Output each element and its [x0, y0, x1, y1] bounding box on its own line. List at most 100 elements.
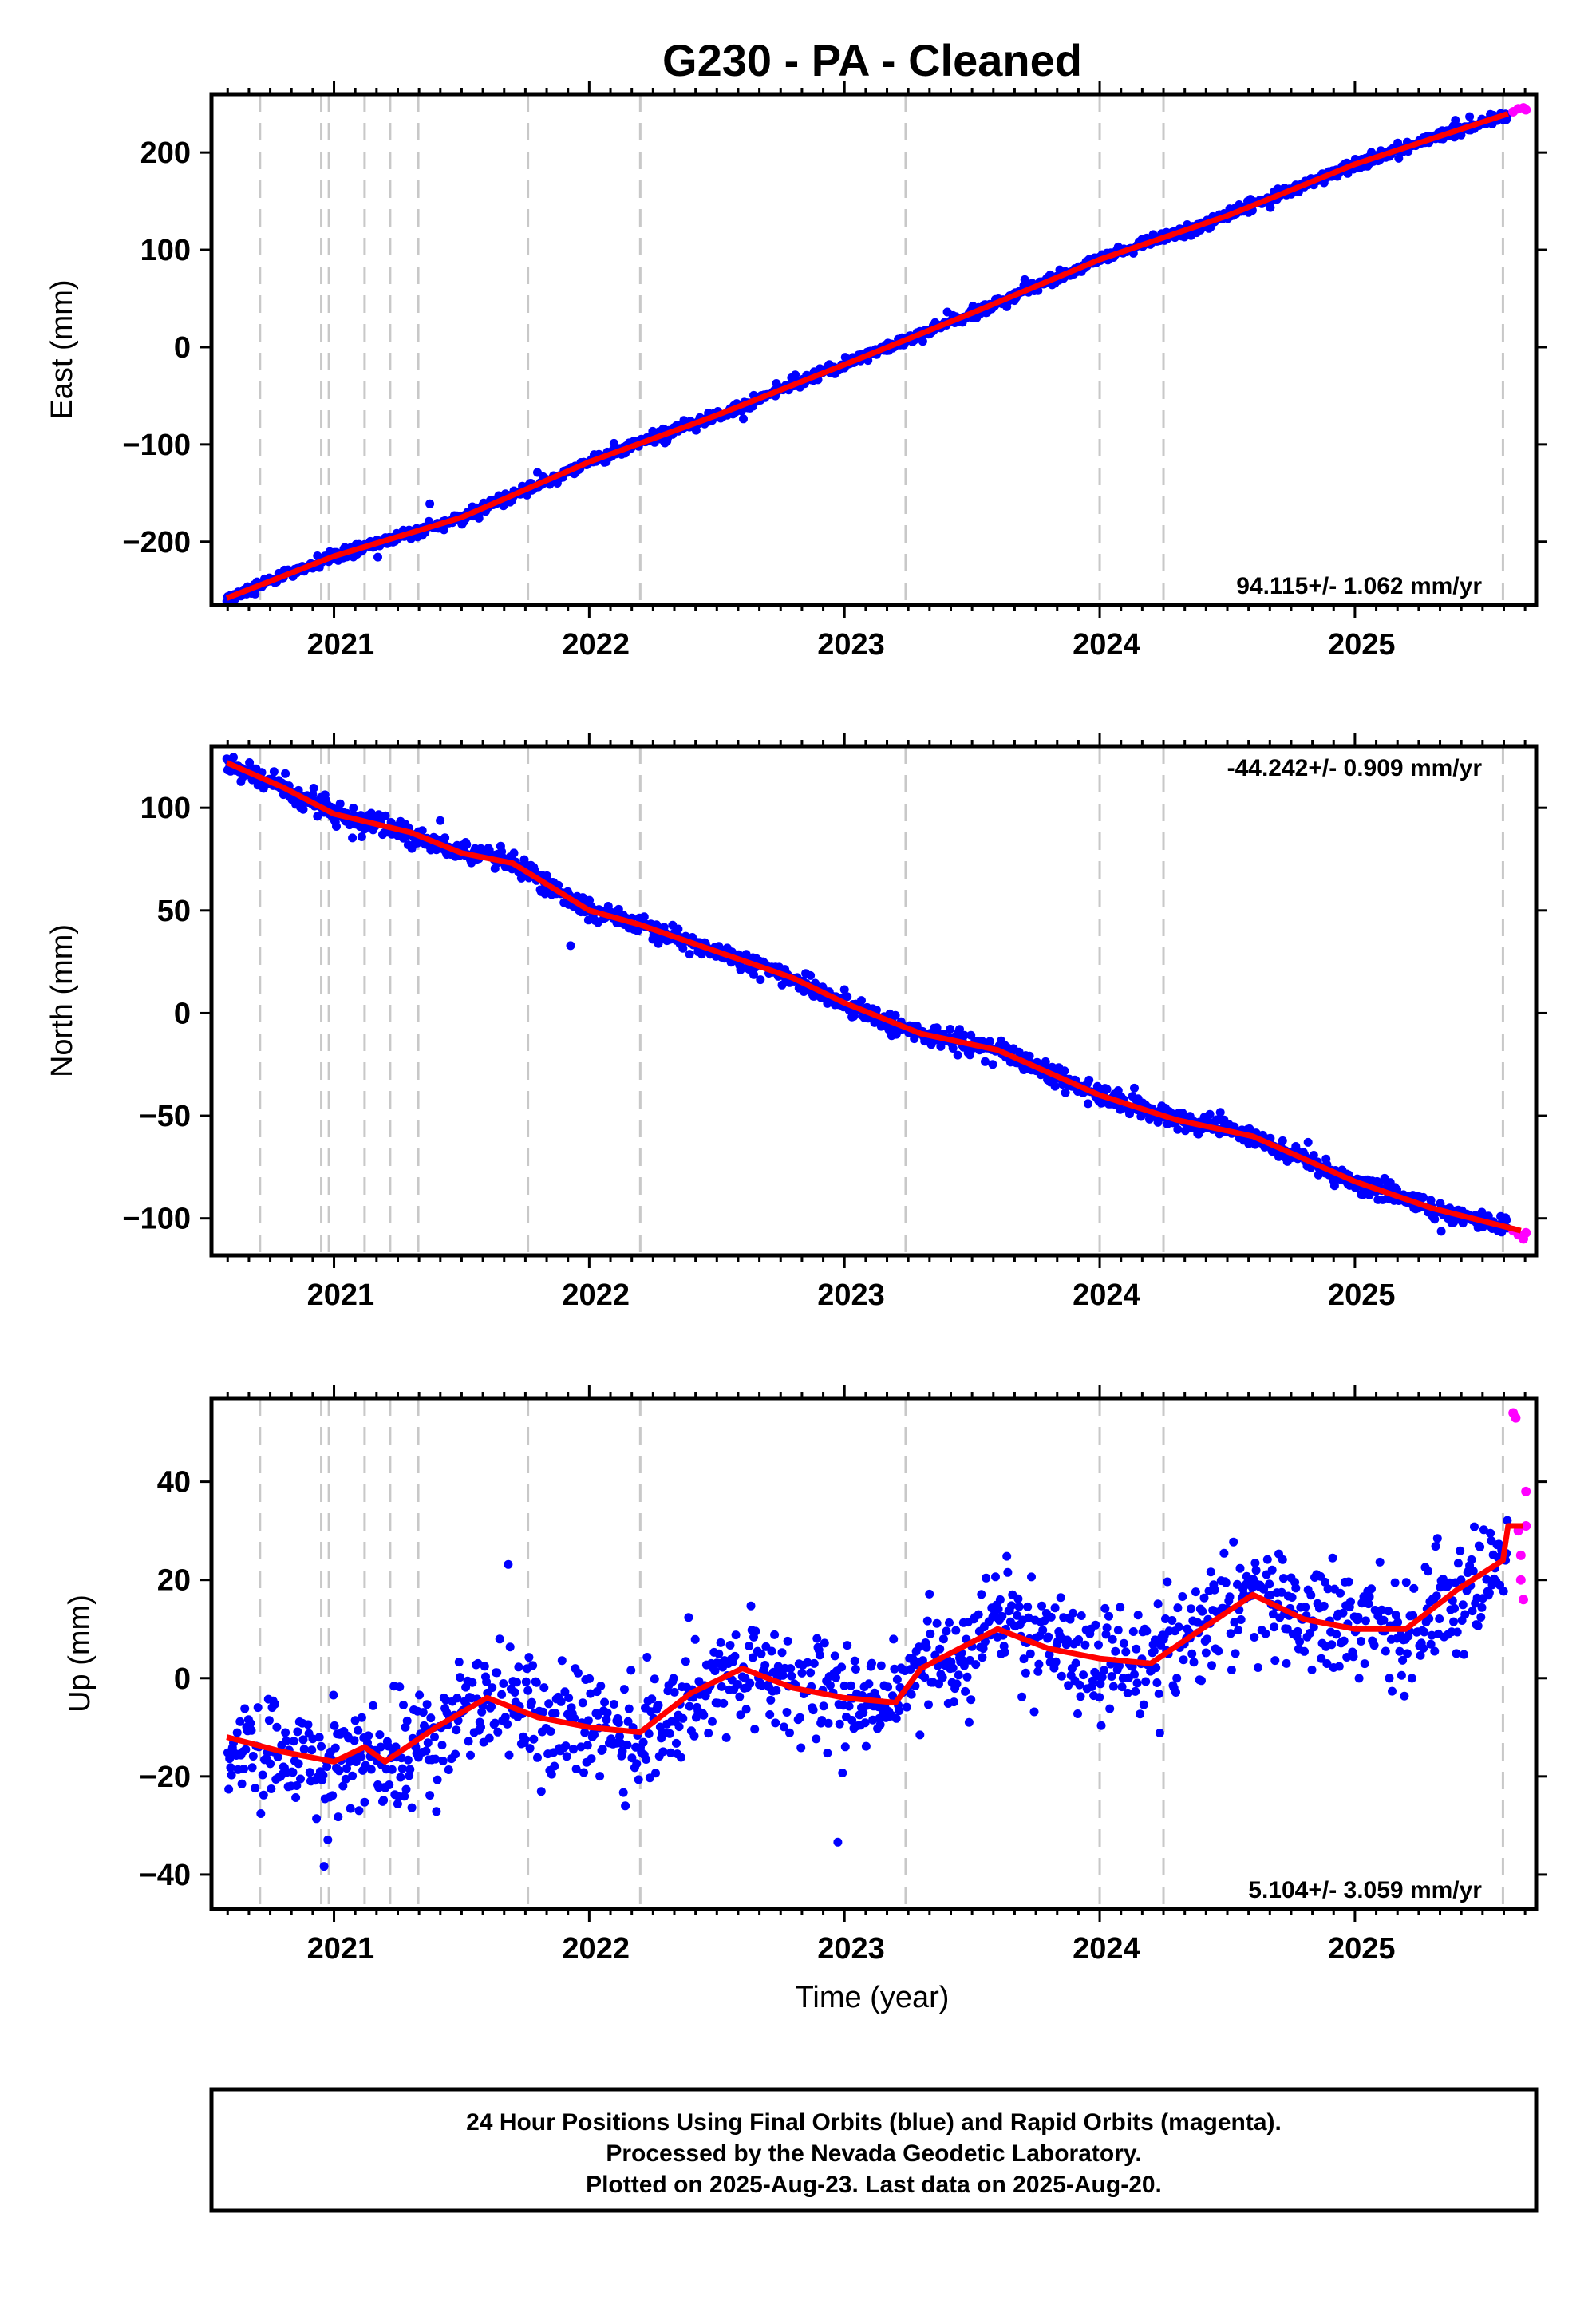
up-point: [670, 1687, 679, 1697]
up-point: [978, 1653, 987, 1662]
up-point: [978, 1644, 988, 1654]
up-point: [1282, 1658, 1291, 1668]
up-point: [258, 1770, 267, 1780]
east-point: [1451, 116, 1460, 125]
up-point: [1287, 1593, 1297, 1602]
up-point: [1163, 1577, 1172, 1587]
up-point: [684, 1613, 693, 1622]
north-point: [1050, 1081, 1060, 1091]
up-point: [959, 1661, 969, 1670]
up-point: [1199, 1593, 1209, 1603]
up-point: [875, 1720, 885, 1729]
north-point: [1365, 1190, 1374, 1199]
up-point: [1477, 1603, 1487, 1612]
up-point: [1189, 1658, 1199, 1667]
north-point: [308, 790, 318, 800]
up-y-tick-label: 0: [174, 1662, 191, 1696]
north-point: [678, 943, 688, 953]
up-point: [1096, 1679, 1105, 1689]
up-point: [492, 1668, 502, 1678]
up-point: [1191, 1587, 1200, 1597]
up-point: [1398, 1655, 1408, 1665]
north-point: [849, 1011, 859, 1021]
east-x-tick-label: 2024: [1073, 628, 1140, 662]
up-point: [354, 1806, 364, 1816]
up-point: [782, 1708, 792, 1717]
up-point: [426, 1713, 436, 1723]
up-point: [1328, 1553, 1337, 1563]
up-point: [317, 1741, 326, 1751]
north-point: [269, 767, 279, 777]
north-point: [1102, 1085, 1112, 1094]
up-point: [844, 1701, 854, 1711]
north-point: [349, 804, 358, 812]
up-point: [1136, 1709, 1145, 1719]
up-point: [1172, 1674, 1182, 1683]
up-point: [433, 1775, 442, 1784]
up-point: [714, 1649, 724, 1658]
up-point: [619, 1685, 629, 1694]
up-point: [557, 1656, 567, 1666]
north-point: [891, 1010, 900, 1020]
up-point: [1395, 1646, 1404, 1656]
up-point: [616, 1738, 626, 1748]
up-point: [771, 1718, 780, 1728]
up-point: [1431, 1542, 1440, 1551]
up-point: [1003, 1567, 1013, 1577]
up-point: [487, 1701, 496, 1711]
up-point: [504, 1750, 514, 1760]
up-point: [1403, 1649, 1412, 1658]
up-point: [658, 1747, 668, 1757]
up-point: [473, 1658, 483, 1668]
up-point: [480, 1662, 489, 1671]
north-point: [839, 985, 849, 994]
up-point: [403, 1755, 413, 1765]
up-point: [618, 1788, 628, 1797]
up-point: [672, 1738, 681, 1748]
up-point: [529, 1734, 539, 1744]
up-point: [615, 1732, 624, 1741]
up-point: [546, 1727, 555, 1736]
up-point: [1021, 1668, 1030, 1678]
up-point: [839, 1681, 849, 1690]
up-point: [766, 1695, 776, 1705]
up-point: [556, 1697, 566, 1706]
up-point: [676, 1753, 685, 1762]
up-point: [1203, 1634, 1212, 1644]
up-point: [638, 1737, 648, 1747]
up-point: [291, 1793, 301, 1802]
up-point: [564, 1694, 574, 1702]
up-point: [1460, 1610, 1470, 1619]
north-point: [806, 970, 816, 980]
up-point: [1155, 1729, 1164, 1737]
up-point: [595, 1772, 605, 1781]
north-point: [1303, 1137, 1313, 1147]
east-x-tick-label: 2021: [307, 628, 375, 662]
up-point: [1073, 1709, 1082, 1718]
up-point: [1270, 1656, 1280, 1666]
up-point: [867, 1658, 876, 1668]
up-point: [1499, 1587, 1508, 1596]
up-point: [1419, 1643, 1428, 1653]
up-point: [971, 1660, 981, 1670]
up-point: [431, 1754, 440, 1764]
east-point: [439, 525, 448, 535]
up-point: [1346, 1597, 1355, 1607]
up-point: [456, 1673, 464, 1682]
up-point: [342, 1764, 351, 1773]
up-point: [328, 1791, 338, 1800]
up-point: [1424, 1567, 1432, 1576]
up-point: [998, 1611, 1007, 1621]
up-point: [299, 1745, 309, 1754]
up-point: [1131, 1686, 1140, 1696]
up-point: [1365, 1592, 1374, 1602]
up-point: [1210, 1585, 1219, 1595]
up-point: [1291, 1583, 1301, 1593]
up-point: [1467, 1555, 1476, 1564]
up-point: [1229, 1537, 1238, 1547]
up-point: [915, 1642, 924, 1652]
up-point: [787, 1671, 796, 1681]
up-point: [1064, 1681, 1073, 1690]
up-point: [817, 1716, 827, 1725]
up-point: [717, 1682, 726, 1691]
